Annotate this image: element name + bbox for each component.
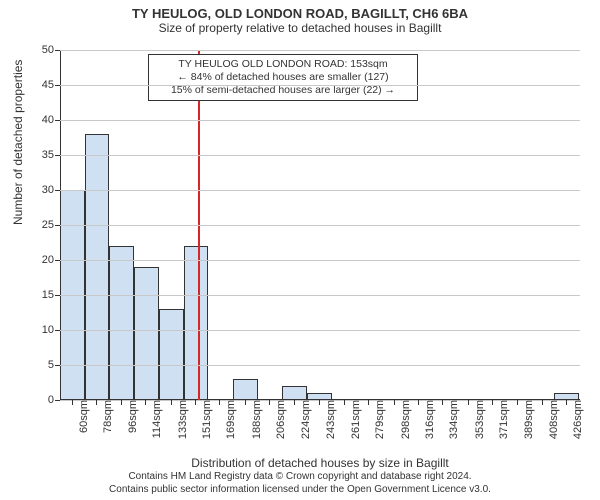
xtick-label: 334sqm <box>442 400 460 439</box>
ytick-label: 30 <box>42 184 60 196</box>
ytick-label: 20 <box>42 254 60 266</box>
histogram-bar <box>184 246 209 400</box>
xtick-label: 206sqm <box>269 400 287 439</box>
xtick-label: 60sqm <box>72 400 90 433</box>
footer: Contains HM Land Registry data © Crown c… <box>0 471 600 496</box>
ytick-label: 35 <box>42 149 60 161</box>
ytick-label: 10 <box>42 324 60 336</box>
gridline <box>60 260 580 261</box>
chart-subtitle: Size of property relative to detached ho… <box>0 21 600 39</box>
histogram-bar <box>282 386 307 400</box>
gridline <box>60 330 580 331</box>
xtick-label: 114sqm <box>145 400 163 438</box>
plot-area: TY HEULOG OLD LONDON ROAD: 153sqm ← 84% … <box>60 50 580 400</box>
annotation-box: TY HEULOG OLD LONDON ROAD: 153sqm ← 84% … <box>148 54 418 101</box>
xtick-label: 298sqm <box>394 400 412 439</box>
xtick-label: 78sqm <box>96 400 114 433</box>
xtick-label: 426sqm <box>566 400 584 439</box>
histogram-bar <box>109 246 134 400</box>
xtick-label: 243sqm <box>319 400 337 439</box>
xtick-label: 279sqm <box>368 400 386 439</box>
gridline <box>60 190 580 191</box>
xtick-label: 316sqm <box>418 400 436 439</box>
footer-line-1: Contains HM Land Registry data © Crown c… <box>0 471 600 484</box>
ytick-label: 25 <box>42 219 60 231</box>
ytick-label: 15 <box>42 289 60 301</box>
xtick-label: 371sqm <box>492 400 510 439</box>
xtick-label: 133sqm <box>171 400 189 439</box>
ytick-label: 5 <box>48 359 60 371</box>
ytick-label: 45 <box>42 79 60 91</box>
gridline <box>60 50 580 51</box>
gridline <box>60 295 580 296</box>
ytick-label: 50 <box>42 44 60 56</box>
annotation-line-1: TY HEULOG OLD LONDON ROAD: 153sqm <box>155 58 411 71</box>
histogram-bar <box>233 379 258 400</box>
xtick-label: 151sqm <box>195 400 213 439</box>
gridline <box>60 155 580 156</box>
xtick-label: 224sqm <box>294 400 312 439</box>
histogram-bar <box>134 267 159 400</box>
annotation-line-3: 15% of semi-detached houses are larger (… <box>155 84 411 97</box>
chart-title: TY HEULOG, OLD LONDON ROAD, BAGILLT, CH6… <box>0 0 600 21</box>
ytick-label: 40 <box>42 114 60 126</box>
annotation-line-2: ← 84% of detached houses are smaller (12… <box>155 71 411 84</box>
xtick-label: 389sqm <box>517 400 535 439</box>
histogram-bar <box>85 134 110 400</box>
gridline <box>60 85 580 86</box>
ytick-label: 0 <box>48 394 60 406</box>
xtick-label: 188sqm <box>245 400 263 439</box>
histogram-bar <box>159 309 184 400</box>
gridline <box>60 120 580 121</box>
xtick-label: 261sqm <box>344 400 362 439</box>
xtick-label: 96sqm <box>121 400 139 433</box>
xtick-label: 408sqm <box>542 400 560 439</box>
footer-line-2: Contains public sector information licen… <box>0 484 600 497</box>
x-axis-label: Distribution of detached houses by size … <box>60 456 580 470</box>
y-axis-label: Number of detached properties <box>11 60 25 225</box>
xtick-label: 353sqm <box>468 400 486 439</box>
xtick-label: 169sqm <box>219 400 237 439</box>
gridline <box>60 365 580 366</box>
gridline <box>60 225 580 226</box>
